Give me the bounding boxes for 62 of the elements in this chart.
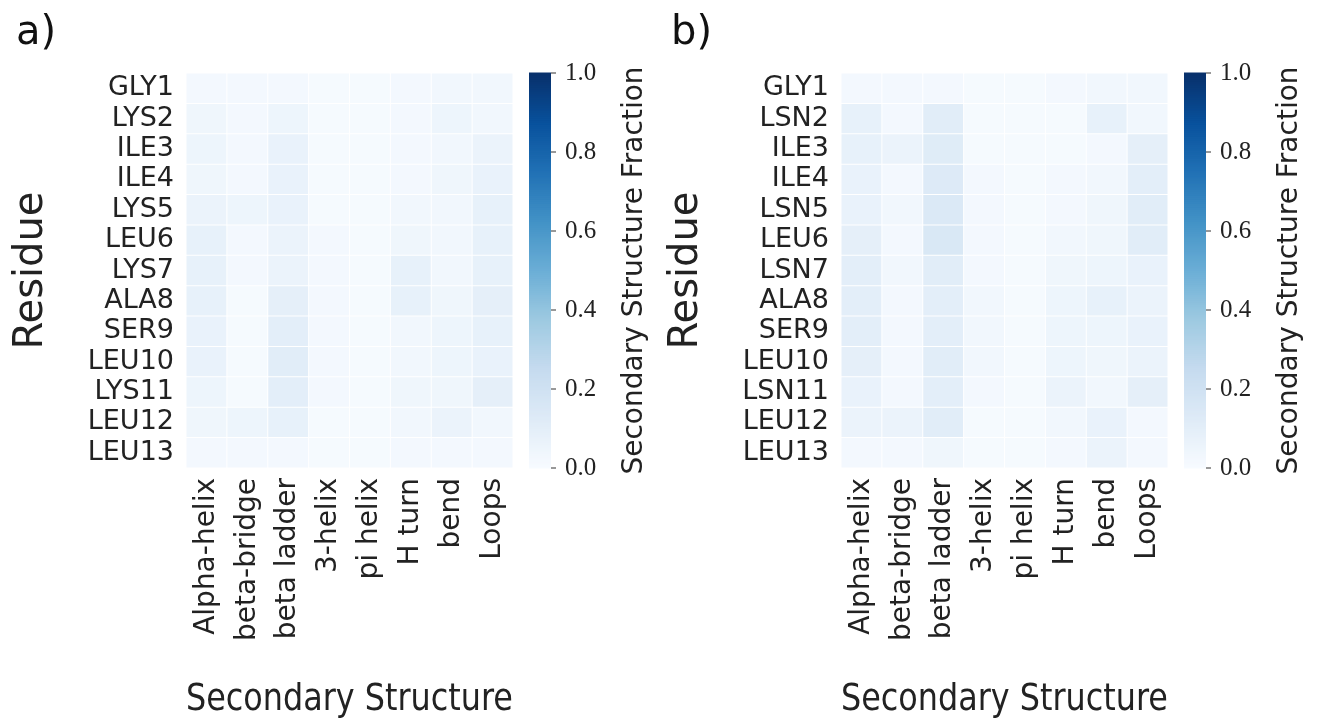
y-tick-label: ALA8 [759,282,829,314]
y-tick-label: ILE3 [771,130,829,162]
color-bar-label: 0.8 [565,136,597,164]
color-bar-label: 0.2 [565,373,597,401]
text: a) [16,7,57,54]
y-tick-label: ILE3 [116,130,174,162]
color-bar-label: 0.6 [565,215,597,243]
y-tick-label: LYS11 [94,374,174,406]
color-bar-label: 0.4 [565,294,597,322]
text: b) [671,7,712,54]
y-tick-label: LSN7 [759,252,829,284]
x-tick-label: beta-bridge [228,478,262,642]
color-bar-label: 1.0 [565,57,597,85]
y-tick-label: LEU13 [87,434,174,466]
x-axis-title: Secondary Structure [186,674,513,719]
color-bar-label: 0.4 [1220,294,1252,322]
color-bar-label: 0.2 [1220,373,1252,401]
y-tick-label: ILE4 [771,161,829,193]
x-tick-label: pi helix [1006,478,1040,580]
y-tick-label: SER9 [758,313,829,345]
y-tick-label: LSN11 [742,374,829,406]
color-bar-title: Secondary Structure Fraction [616,66,650,475]
y-tick-label: LEU12 [742,404,829,436]
x-tick-label: beta-bridge [883,478,917,642]
x-tick-label: beta ladder [924,477,958,640]
x-axis-title: Secondary Structure [841,674,1168,719]
color-bar-label: 0.8 [1220,136,1252,164]
x-tick-label: Loops [1128,478,1162,560]
x-tick-label: bend [1087,478,1121,549]
y-tick-label: LEU10 [742,343,829,375]
y-tick-label: GLY1 [762,70,829,102]
y-tick-label: ILE4 [116,161,174,193]
y-tick-label: LYS2 [111,100,174,132]
x-tick-label: pi helix [351,478,385,580]
y-tick-label: LEU13 [742,434,829,466]
x-tick-label: 3-helix [965,478,999,574]
y-tick-label: ALA8 [104,282,174,314]
color-bar-label: 0.0 [1220,452,1252,480]
y-tick-label: LEU10 [87,343,174,375]
color-bar-label: 1.0 [1220,57,1252,85]
y-axis-title: Residue [660,191,707,350]
color-bar-label: 0.0 [565,452,597,480]
x-tick-label: Alpha-helix [842,478,876,635]
x-tick-label: Loops [473,478,507,560]
y-tick-label: LEU6 [104,222,174,254]
y-tick-label: LYS7 [111,252,174,284]
x-tick-label: H turn [392,478,426,566]
x-tick-label: Alpha-helix [187,478,221,635]
y-tick-label: LYS5 [111,191,174,223]
y-axis-title: Residue [5,191,52,350]
y-tick-label: LEU12 [87,404,174,436]
color-bar-label: 0.6 [1220,215,1252,243]
color-bar-title: Secondary Structure Fraction [1271,66,1305,475]
y-tick-label: GLY1 [107,70,174,102]
x-tick-label: beta ladder [269,477,303,640]
y-tick-label: LSN5 [759,191,829,223]
x-tick-label: 3-helix [310,478,344,574]
x-tick-label: H turn [1047,478,1081,566]
y-tick-label: SER9 [103,313,174,345]
y-tick-label: LEU6 [759,222,829,254]
x-tick-label: bend [432,478,466,549]
y-tick-label: LSN2 [759,100,829,132]
